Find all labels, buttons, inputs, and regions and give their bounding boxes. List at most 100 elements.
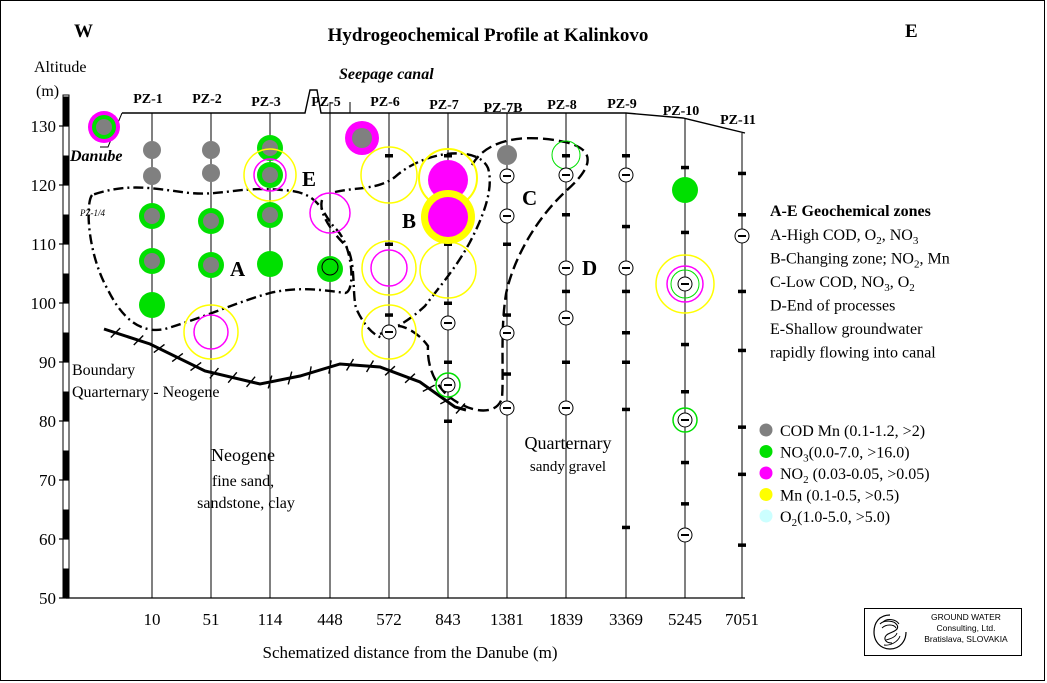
- chemistry-legend: COD Mn (0.1-1.2, >2) NO3(0.0-7.0, >16.0)N…: [759, 423, 930, 529]
- west-label: W: [74, 21, 93, 42]
- pz-1-4-label: PZ-1/4: [79, 208, 106, 218]
- chem-legend-item: NO3(0.0-7.0, >16.0): [780, 445, 910, 465]
- zones-legend-item: rapidly flowing into canal: [770, 345, 936, 362]
- cod-marker: [203, 213, 219, 229]
- boundary-hatch: [171, 352, 184, 363]
- boundary-hatch: [110, 327, 121, 339]
- y-tick-label: 60: [39, 530, 56, 549]
- danube-label: Danube: [69, 148, 122, 165]
- boundary-hatch: [267, 375, 273, 389]
- legend-swatch: [759, 466, 773, 480]
- boundary-hatch: [190, 361, 202, 372]
- well-label: PZ-3: [251, 95, 281, 110]
- y-scale-segment: [63, 568, 69, 598]
- x-axis-title: Schematized distance from the Danube (m): [262, 643, 557, 662]
- well-screen-tick: [562, 213, 570, 217]
- quarternary-label: Quarternary: [525, 433, 612, 453]
- boundary-hatch: [328, 360, 332, 374]
- x-tick-label: 1381: [490, 610, 524, 629]
- x-tick-label: 5245: [668, 610, 702, 629]
- x-tick-label: 7051: [725, 610, 759, 629]
- zone-b-boundary: [334, 152, 491, 336]
- logo-line-2: Consulting, Ltd.: [936, 623, 996, 633]
- east-label: E: [905, 21, 918, 42]
- zone-letter-b: B: [402, 209, 416, 233]
- o2-ring: [321, 258, 339, 276]
- zones-legend-item: B-Changing zone; NO2, Mn: [770, 251, 950, 271]
- well-screen-tick: [385, 242, 393, 246]
- y-tick-label: 80: [39, 412, 56, 431]
- well-label: PZ-6: [370, 95, 400, 110]
- y-tick-label: 130: [31, 117, 57, 136]
- zone-e-boundary: [320, 199, 385, 340]
- diagram-title: Hydrogeochemical Profile at Kalinkovo: [328, 25, 649, 46]
- no2-ring: [370, 249, 408, 287]
- neogene-desc-1: fine sand,: [212, 473, 274, 490]
- well-screen-tick: [738, 543, 746, 547]
- boundary-hatch: [422, 384, 436, 393]
- well-screen-tick: [681, 390, 689, 394]
- cod-marker: [143, 167, 161, 185]
- well-label: PZ-2: [192, 92, 222, 107]
- y-scale-segment: [63, 450, 69, 480]
- zone-a-boundary: [87, 186, 353, 332]
- no3-marker: [317, 256, 343, 282]
- well-screen-tick: [681, 502, 689, 506]
- logo-line-3: Bratislava, SLOVAKIA: [924, 634, 1008, 644]
- mn-ring: [419, 241, 477, 299]
- mn-ring: [655, 254, 715, 314]
- zone-letter-d: D: [582, 256, 597, 280]
- well-screen-tick: [562, 154, 570, 158]
- legend-swatch: [759, 423, 773, 437]
- y-scale-segment: [63, 391, 69, 421]
- cod-marker: [262, 167, 278, 183]
- x-tick-label: 3369: [609, 610, 643, 629]
- no2-ring: [666, 265, 704, 303]
- boundary-hatch: [227, 371, 238, 384]
- chem-legend-item: Mn (0.1-0.5, >0.5): [780, 488, 899, 505]
- quarternary-desc: sandy gravel: [530, 459, 606, 475]
- company-logo: GROUND WATER Consulting, Ltd. Bratislava…: [864, 608, 1022, 656]
- boundary-hatch: [439, 396, 453, 405]
- cod-marker: [352, 128, 372, 148]
- seepage-canal-label: Seepage canal: [339, 66, 434, 83]
- no3-marker: [139, 292, 165, 318]
- y-axis: 130 120 110 100 90 80 70 60 50: [31, 94, 70, 608]
- neogene-desc-2: sandstone, clay: [197, 495, 295, 512]
- boundary-hatch: [455, 403, 466, 414]
- x-axis-tick-labels: 10 51 114 448 572 843 1381 1839 3369 5245 7051: [144, 610, 760, 629]
- y-scale-segment: [63, 273, 69, 303]
- y-tick-label: 100: [31, 294, 57, 313]
- y-tick-label: 110: [31, 235, 56, 254]
- zones-legend-title: A-E Geochemical zones: [770, 203, 931, 220]
- well-screen-tick: [681, 230, 689, 235]
- well-label: PZ-5: [311, 95, 341, 110]
- y-axis-title-unit: (m): [36, 83, 59, 100]
- no2-ring: [309, 192, 351, 234]
- well-label: PZ-9: [607, 97, 637, 112]
- y-scale-segment: [63, 509, 69, 539]
- no3-marker: [257, 251, 283, 277]
- well-screen-tick: [681, 342, 689, 347]
- x-tick-label: 51: [203, 610, 220, 629]
- chem-legend-item: O2(1.0-5.0, >5.0): [780, 509, 890, 529]
- y-tick-label: 50: [39, 589, 56, 608]
- neogene-label: Neogene: [211, 445, 275, 465]
- cod-marker: [143, 141, 161, 159]
- x-tick-label: 10: [144, 610, 161, 629]
- cod-marker: [144, 253, 160, 269]
- well-screen-tick: [503, 242, 511, 246]
- well-screen-tick: [622, 331, 630, 335]
- well-screen-tick: [562, 289, 570, 294]
- cod-marker: [262, 207, 278, 223]
- zone-c-boundary: [397, 136, 589, 412]
- well-label: PZ-11: [720, 113, 756, 128]
- well-screen-tick: [622, 360, 630, 364]
- well-screen-tick: [562, 360, 570, 364]
- well-screen-tick: [622, 154, 630, 158]
- mn-ring: [243, 148, 297, 202]
- zone-letter-a: A: [230, 257, 246, 281]
- zones-legend-item: C-Low COD, NO3, O2: [770, 274, 915, 294]
- zones-legend: A-High COD, O2, NO3 B-Changing zone; NO2,…: [770, 227, 950, 362]
- y-tick-label: 70: [39, 471, 56, 490]
